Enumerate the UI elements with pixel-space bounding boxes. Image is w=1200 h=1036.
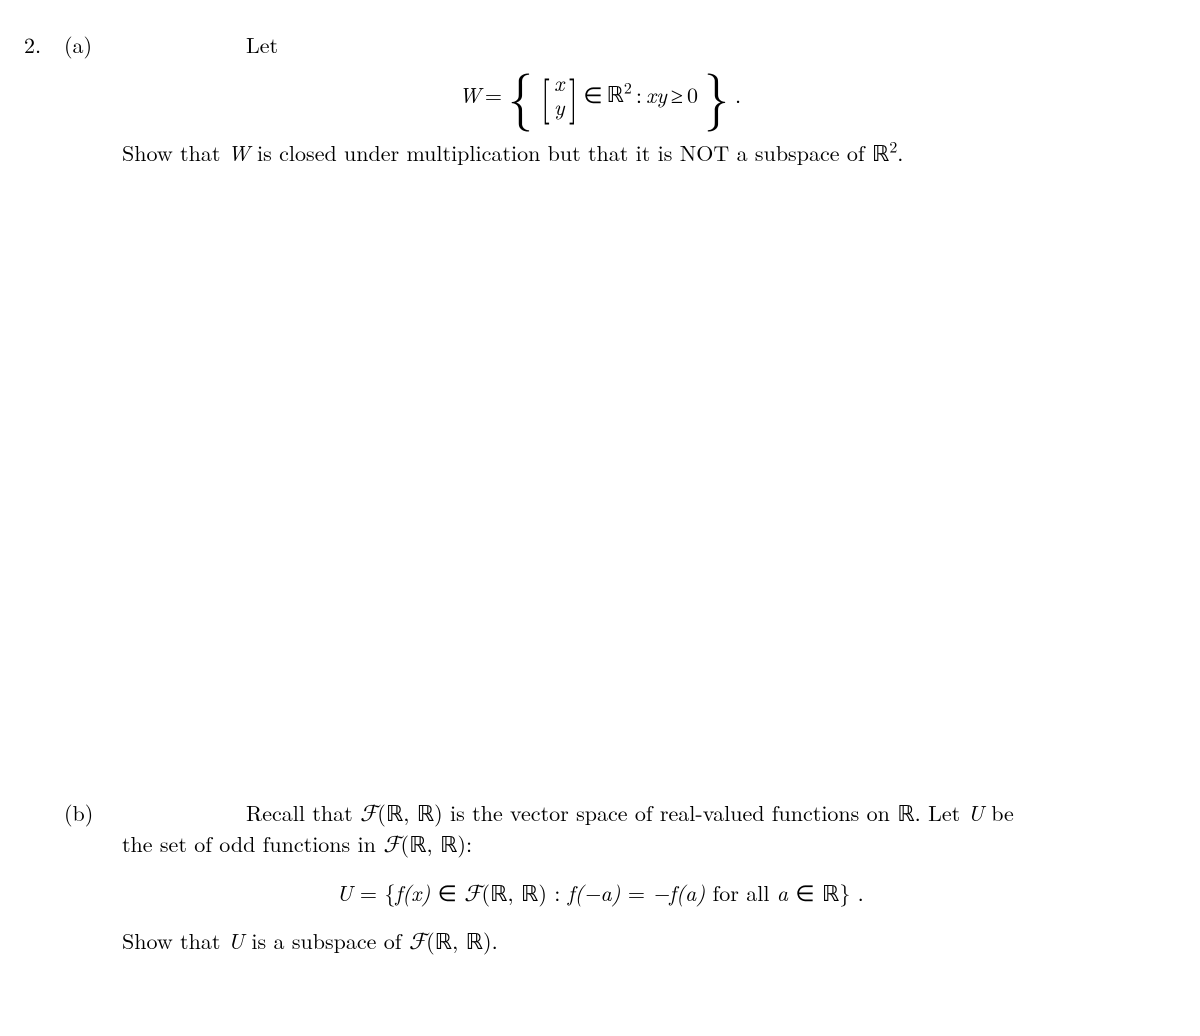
b-eq-inline: U = {f(x) ∈ ℱ(ℝ, ℝ) : f(−a) = −f(a) for …	[336, 877, 864, 908]
left-brace: {	[508, 68, 533, 118]
beq-fx: f(x)	[395, 877, 430, 908]
b-F2-open: (	[401, 828, 410, 859]
part-b-line2: the set of odd functions in ℱ(ℝ, ℝ):	[122, 829, 1176, 860]
b-line1-suf1: . Let	[915, 797, 968, 828]
eq-equals: =	[485, 80, 502, 110]
part-a-statement-row: Show that W is closed under multiplicati…	[24, 138, 1176, 169]
cond-lhs: xy	[646, 80, 667, 110]
beq-comma: ,	[507, 877, 520, 908]
b-line1-prefix: Recall that	[246, 797, 360, 828]
bf-mid: is a subspace of	[244, 925, 409, 956]
in-symbol: ∈	[583, 80, 602, 110]
beq-in: ∈	[430, 877, 464, 908]
b-line2-prefix: the set of odd functions in	[122, 828, 383, 859]
b-F2-close: )	[457, 828, 466, 859]
right-brace: }	[704, 68, 729, 118]
ambient-space: ℝ2	[606, 79, 631, 110]
b-R3: ℝ	[409, 832, 426, 857]
bf-prefix: Show that	[122, 925, 228, 956]
bf-comma: ,	[452, 925, 465, 956]
part-a-statement: Show that W is closed under multiplicati…	[122, 138, 1176, 169]
stmt-R: ℝ	[872, 141, 889, 166]
beq-R2: ℝ	[521, 881, 538, 906]
equation-inline: W = { [ x y ] ∈ ℝ2 : xy ≥ 0 } .	[459, 70, 741, 120]
b-F1-close: )	[434, 797, 443, 828]
bf-R1: ℝ	[435, 929, 452, 954]
beq-ceq: =	[621, 877, 653, 908]
b-comma1: ,	[403, 797, 416, 828]
part-b-line1: Recall that ℱ(ℝ, ℝ) is the vector space …	[246, 798, 1176, 829]
part-b-final: Show that U is a subspace of ℱ(ℝ, ℝ).	[122, 926, 1176, 957]
beq-period: .	[850, 877, 863, 908]
b-R2: ℝ	[417, 801, 434, 826]
vector-bottom: y	[554, 95, 565, 119]
stmt-mid: is closed under multiplication but that …	[250, 137, 872, 168]
b-line1-R: ℝ	[897, 801, 914, 826]
stmt-suffix: .	[897, 137, 903, 168]
page: 2. (a) Let W = { [ x y ] ∈ ℝ2 : xy ≥ 0 }…	[0, 0, 1200, 957]
bf-F: ℱ	[409, 929, 426, 954]
bf-suffix: .	[492, 925, 498, 956]
b-line2-suffix: :	[466, 828, 472, 859]
bf-R2: ℝ	[466, 929, 483, 954]
part-a-label: (a)	[64, 30, 122, 60]
left-bracket-icon: [	[541, 72, 550, 118]
beq-FRo: (	[481, 877, 490, 908]
beq-close: }	[839, 877, 850, 908]
part-a-statement-text: Show that W is closed under multiplicati…	[122, 138, 1176, 169]
part-b-equation: U = {f(x) ∈ ℱ(ℝ, ℝ) : f(−a) = −f(a) for …	[24, 878, 1176, 909]
ambient-R: ℝ	[606, 82, 623, 107]
beq-clhs: f(−a)	[568, 877, 621, 908]
eq-lhs: W	[459, 80, 481, 110]
b-F1-open: (	[377, 797, 386, 828]
b-comma2: ,	[427, 828, 440, 859]
beq-in2: ∈	[788, 877, 822, 908]
problem-number: 2.	[24, 30, 64, 60]
colon: :	[636, 80, 642, 110]
beq-open: {	[384, 877, 395, 908]
b-F2: ℱ	[383, 832, 400, 857]
b-R4: ℝ	[440, 832, 457, 857]
beq-FRc: )	[538, 877, 547, 908]
part-b-line2-row: the set of odd functions in ℱ(ℝ, ℝ):	[24, 829, 1176, 860]
beq-colon: :	[547, 877, 568, 908]
part-b-header: (b) Recall that ℱ(ℝ, ℝ) is the vector sp…	[24, 798, 1176, 829]
cond-rel: ≥	[671, 80, 683, 110]
ambient-exp: 2	[624, 76, 632, 99]
b-F1: ℱ	[360, 801, 377, 826]
bf-FRo: (	[426, 925, 435, 956]
part-a-header: 2. (a) Let	[24, 30, 1176, 60]
part-b-label: (b)	[64, 798, 122, 828]
beq-forall: for all	[705, 877, 777, 908]
beq-R1: ℝ	[490, 881, 507, 906]
part-b-final-text: Show that U is a subspace of ℱ(ℝ, ℝ).	[122, 926, 1176, 957]
beq-eq: =	[353, 877, 385, 908]
beq-lhs: U	[336, 877, 352, 908]
beq-R3: ℝ	[822, 881, 839, 906]
stmt-prefix: Show that	[122, 137, 228, 168]
beq-crhs: −f(a)	[652, 877, 705, 908]
b-R1: ℝ	[386, 801, 403, 826]
part-b-final-row: Show that U is a subspace of ℱ(ℝ, ℝ).	[24, 926, 1176, 957]
right-bracket-icon: ]	[568, 72, 577, 118]
b-line1-suf2: be	[984, 797, 1014, 828]
stmt-W: W	[228, 137, 250, 168]
bf-U: U	[228, 925, 244, 956]
b-U: U	[968, 797, 984, 828]
beq-F: ℱ	[464, 881, 481, 906]
part-a-equation: W = { [ x y ] ∈ ℝ2 : xy ≥ 0 } .	[24, 70, 1176, 120]
b-line1-mid: is the vector space of real-valued funct…	[443, 797, 898, 828]
vector: [ x y ]	[539, 71, 579, 119]
cond-rhs: 0	[687, 80, 698, 110]
eq-period: .	[735, 80, 741, 110]
beq-a: a	[777, 877, 788, 908]
bf-FRc: )	[483, 925, 492, 956]
vector-entries: x y	[552, 71, 567, 119]
